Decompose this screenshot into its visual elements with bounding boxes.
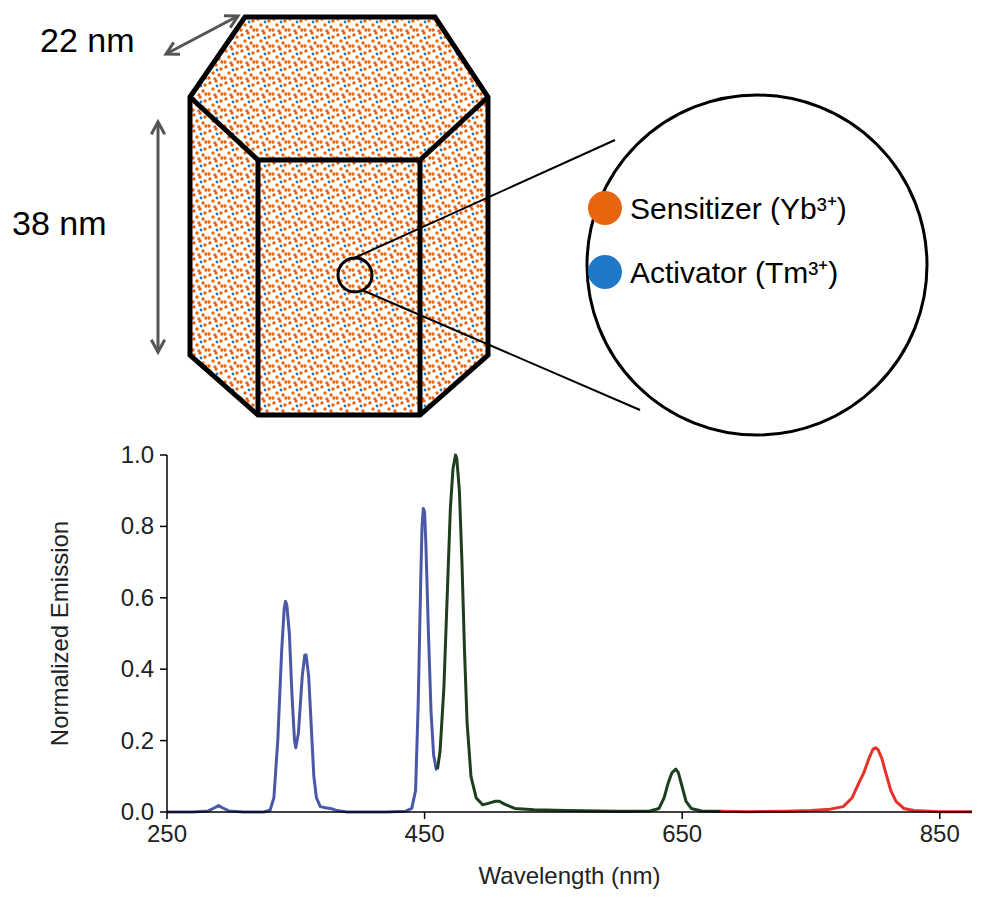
y-tick-label: 0.0	[121, 798, 154, 825]
particle-edge	[256, 160, 261, 415]
figure: 22 nm 38 nm Sensitizer (Yb³⁺) Activator (Tm…	[0, 0, 987, 899]
x-tick-label: 450	[405, 820, 445, 847]
emission-line	[721, 748, 972, 812]
emission-line	[437, 455, 720, 811]
arrow-shaft	[166, 16, 238, 54]
height-label: 38 nm	[12, 204, 107, 242]
particle-fill	[190, 17, 488, 415]
y-tick	[160, 740, 167, 742]
y-tick-label: 1.0	[121, 441, 154, 468]
arrow-head	[224, 16, 238, 28]
legend-label: Activator (Tm³⁺)	[630, 256, 838, 289]
arrow-head	[166, 42, 180, 54]
y-tick	[160, 668, 167, 670]
x-tick	[424, 812, 426, 819]
y-tick	[160, 597, 167, 599]
x-tick	[939, 812, 941, 819]
particle-edge	[190, 97, 258, 160]
legend-dot	[588, 191, 622, 225]
arrow-head	[151, 122, 164, 134]
arrow-head	[151, 340, 164, 352]
particle-outline	[190, 17, 488, 415]
particle-edge	[420, 97, 488, 160]
chart: 2504506508500.00.20.40.60.81.0Wavelength…	[46, 441, 972, 889]
y-axis	[166, 455, 168, 812]
x-tick	[681, 812, 683, 819]
width-arrow	[166, 16, 238, 54]
legend-label: Sensitizer (Yb³⁺)	[630, 192, 847, 225]
zoom-spot	[338, 258, 372, 292]
x-tick-label: 650	[662, 820, 702, 847]
width-label: 22 nm	[40, 21, 135, 59]
emission-line	[167, 509, 437, 812]
y-tick-label: 0.2	[121, 727, 154, 754]
y-tick	[160, 526, 167, 528]
particle-edge	[258, 158, 420, 163]
zoom-circle	[587, 95, 927, 435]
y-tick	[160, 811, 167, 813]
y-tick-label: 0.6	[121, 584, 154, 611]
y-tick-label: 0.8	[121, 512, 154, 539]
y-tick-label: 0.4	[121, 655, 154, 682]
zoom-line	[352, 140, 615, 259]
y-tick	[160, 454, 167, 456]
x-tick	[166, 812, 168, 819]
y-axis-title: Normalized Emission	[46, 521, 73, 746]
x-tick-label: 850	[920, 820, 960, 847]
legend-dot	[588, 255, 622, 289]
arrow-shaft	[157, 122, 160, 352]
x-axis-title: Wavelength (nm)	[479, 862, 661, 889]
particle-edge	[418, 160, 423, 415]
x-axis	[167, 811, 972, 813]
series-group	[167, 455, 972, 812]
height-arrow	[151, 122, 164, 352]
